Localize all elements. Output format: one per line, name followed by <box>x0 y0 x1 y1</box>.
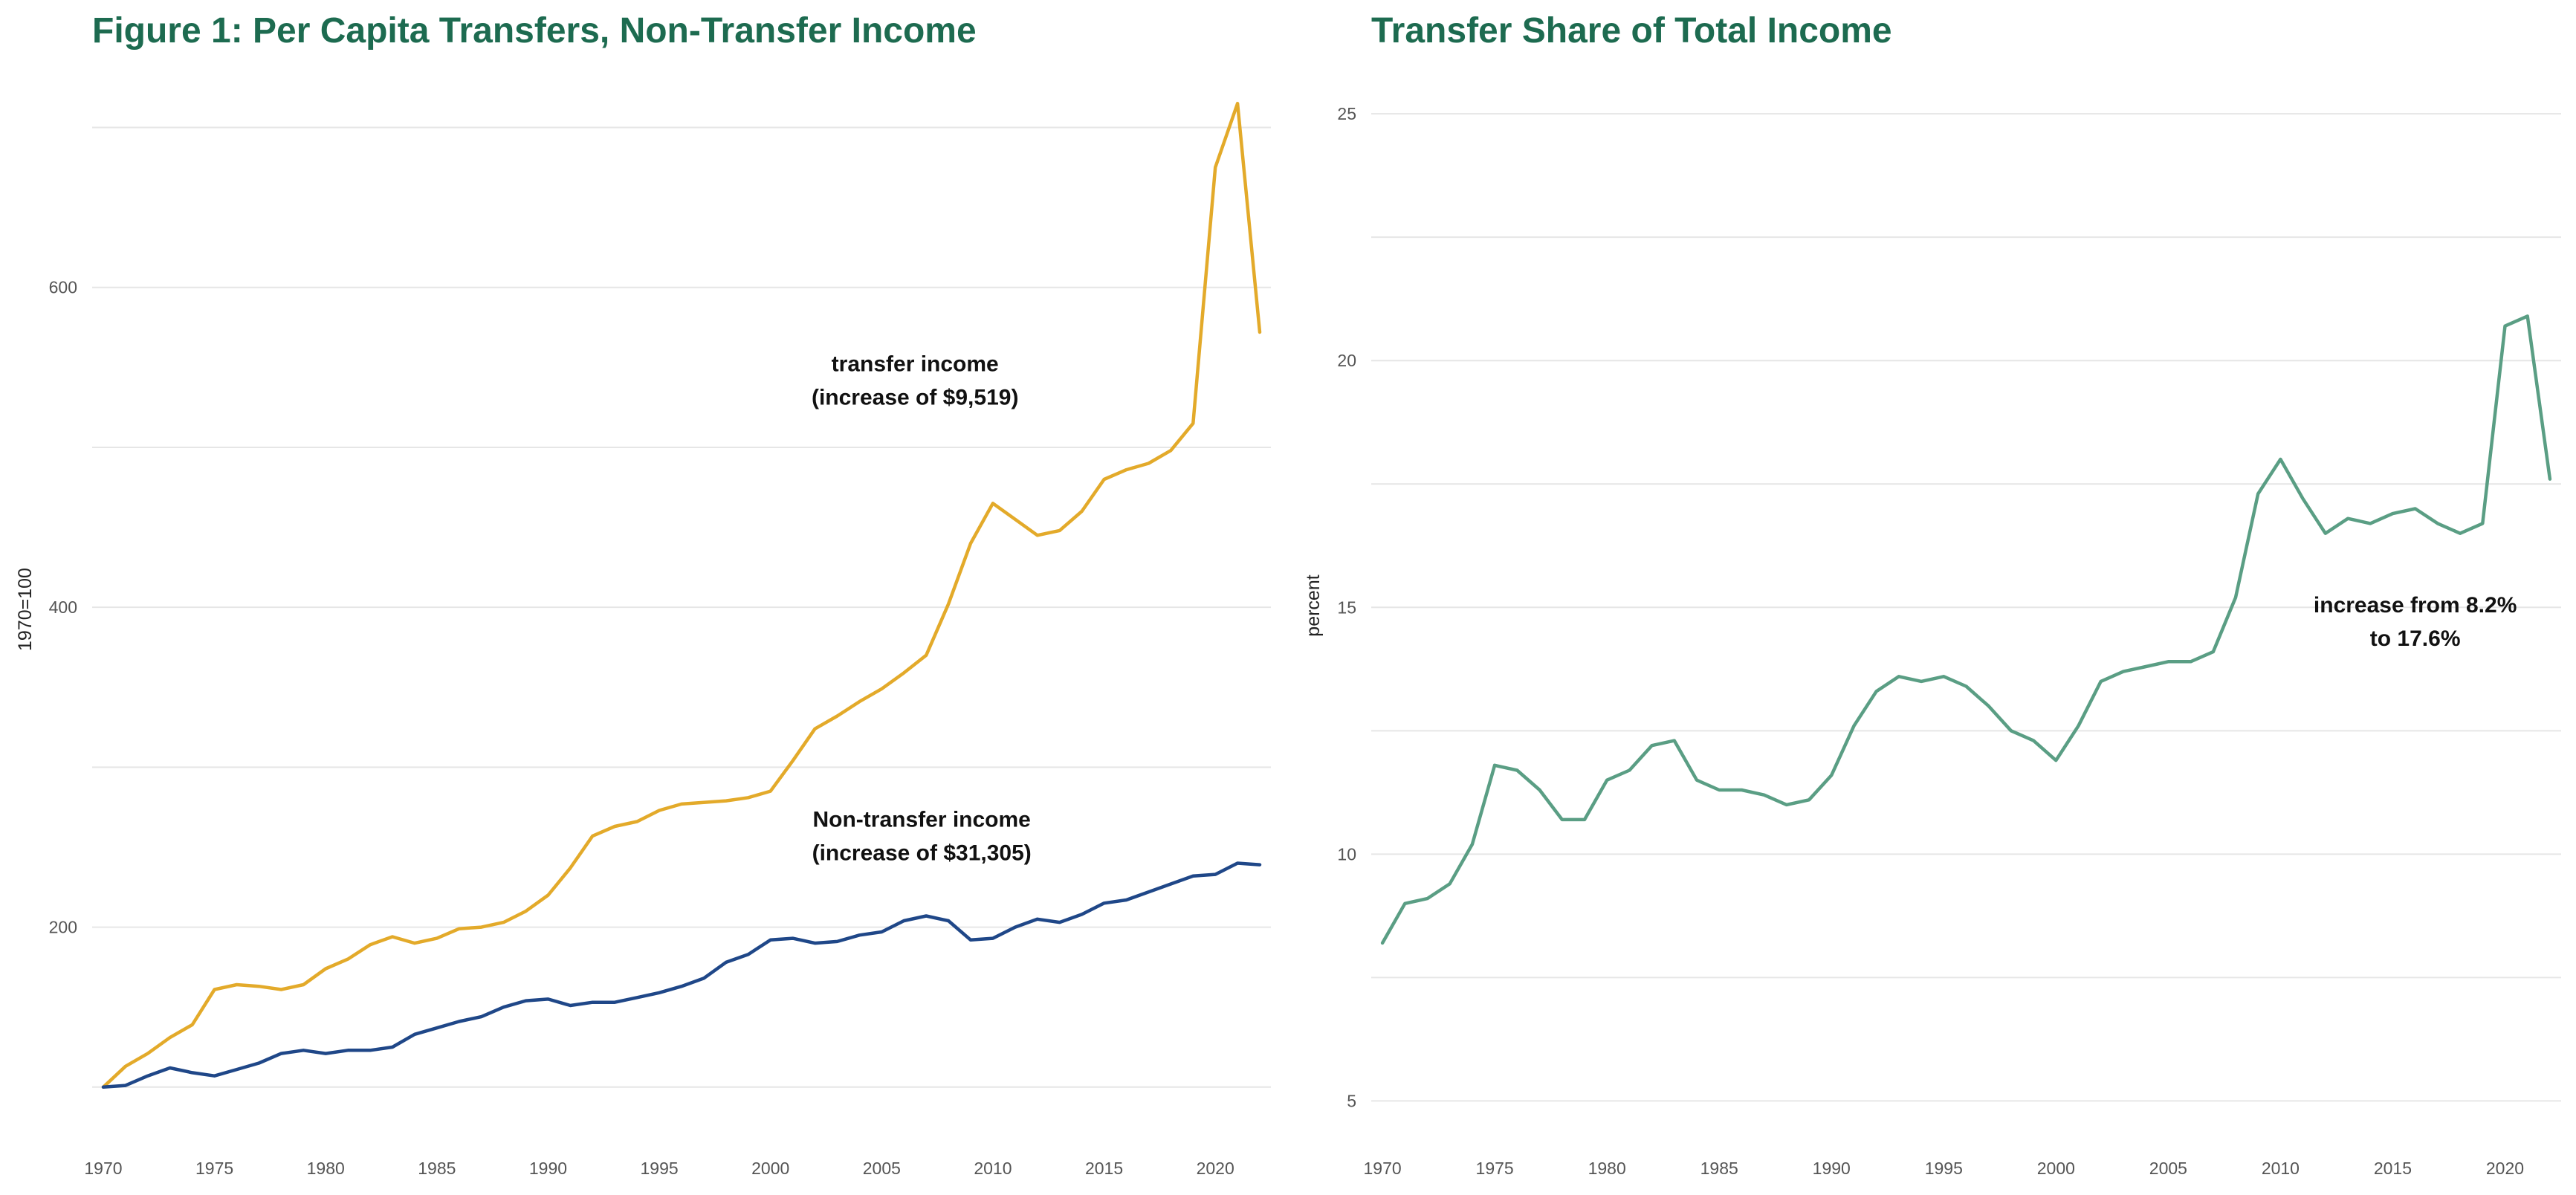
x-tick-label: 2010 <box>974 1159 1012 1178</box>
y-tick-label: 5 <box>1347 1091 1356 1110</box>
annotation-line: increase from 8.2% <box>2314 593 2517 618</box>
nontransfer-series-line <box>101 861 1262 1089</box>
x-tick-label: 1970 <box>84 1159 122 1178</box>
x-tick-label: 1980 <box>307 1159 345 1178</box>
x-tick-label: 1980 <box>1588 1159 1626 1178</box>
y-tick-label: 15 <box>1337 598 1356 617</box>
y-tick-label: 20 <box>1337 351 1356 370</box>
x-tick-label: 2005 <box>2149 1159 2187 1178</box>
x-tick-labels: 1970 1975 1980 1985 1990 1995 2000 2005 2010 2015… <box>1364 1159 2525 1178</box>
annotation-line: (increase of $31,305) <box>812 841 1032 866</box>
y-tick-labels: 200 400 600 <box>49 278 77 937</box>
left-chart-panel: 200 400 600 1970 1975 1980 1985 1990 1995 2000 200… <box>15 11 1271 1178</box>
chart-title: Transfer Share of Total Income <box>1371 11 1892 51</box>
x-tick-label: 2000 <box>2037 1159 2075 1178</box>
y-tick-label: 25 <box>1337 104 1356 123</box>
y-tick-label: 200 <box>49 918 77 937</box>
right-chart-panel: 5 10 15 20 25 1970 1975 1980 1985 1990 1995 2000 200… <box>1288 0 2576 1195</box>
share-series-line <box>1380 314 2552 945</box>
x-tick-label: 2020 <box>1197 1159 1234 1178</box>
x-tick-label: 1970 <box>1364 1159 1402 1178</box>
x-tick-labels: 1970 1975 1980 1985 1990 1995 2000 2005 2010 2015… <box>84 1159 1234 1178</box>
annotation-line: transfer income <box>832 352 999 376</box>
x-tick-label: 1990 <box>529 1159 567 1178</box>
share-annotation: increase from 8.2% to 17.6% <box>2314 593 2517 651</box>
x-tick-label: 2010 <box>2262 1159 2300 1178</box>
y-tick-label: 400 <box>49 598 77 617</box>
x-tick-label: 2015 <box>1085 1159 1123 1178</box>
x-tick-label: 2015 <box>2374 1159 2412 1178</box>
chart-title: Figure 1: Per Capita Transfers, Non-Tran… <box>92 11 977 51</box>
annotation-line: Non-transfer income <box>812 808 1030 832</box>
y-tick-label: 10 <box>1337 844 1356 864</box>
transfer-series-line <box>101 101 1262 1089</box>
x-tick-label: 1995 <box>640 1159 678 1178</box>
x-tick-label: 1990 <box>1813 1159 1851 1178</box>
gridlines <box>92 126 1271 1088</box>
transfer-share-chart: 5 10 15 20 25 1970 1975 1980 1985 1990 1995 2000 200… <box>1303 104 2561 1178</box>
y-tick-label: 600 <box>49 278 77 297</box>
x-tick-label: 1975 <box>195 1159 233 1178</box>
x-tick-label: 1985 <box>418 1159 456 1178</box>
x-tick-label: 2005 <box>863 1159 901 1178</box>
y-axis-title: 1970=100 <box>15 568 36 651</box>
transfer-annotation: transfer income (increase of $9,519) <box>812 352 1018 409</box>
nontransfer-annotation: Non-transfer income (increase of $31,305) <box>812 808 1032 866</box>
per-capita-transfers-chart: 200 400 600 1970 1975 1980 1985 1990 1995 2000 200… <box>15 101 1271 1178</box>
y-axis-title: percent <box>1303 574 1324 636</box>
gridlines <box>1371 113 2561 1102</box>
x-tick-label: 1995 <box>1925 1159 1963 1178</box>
x-tick-label: 2020 <box>2486 1159 2524 1178</box>
x-tick-label: 2000 <box>751 1159 789 1178</box>
x-tick-label: 1985 <box>1700 1159 1738 1178</box>
y-tick-labels: 5 10 15 20 25 <box>1337 104 1356 1110</box>
annotation-line: to 17.6% <box>2370 626 2461 651</box>
annotation-line: (increase of $9,519) <box>812 385 1018 409</box>
x-tick-label: 1975 <box>1476 1159 1514 1178</box>
